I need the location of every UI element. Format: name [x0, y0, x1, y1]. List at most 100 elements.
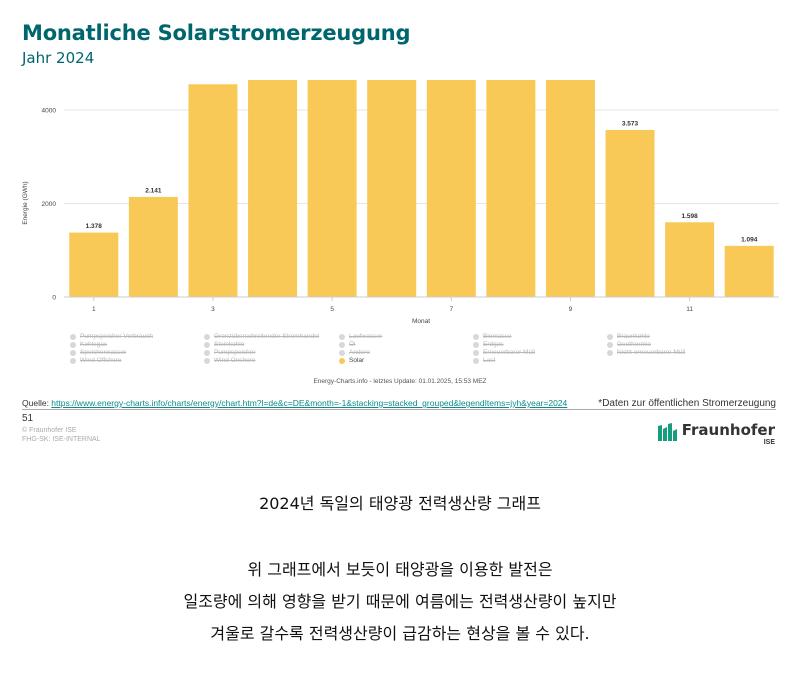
bar-series-solar — [69, 80, 774, 298]
legend-marker-icon — [204, 357, 210, 364]
presentation-slide: Monatliche Solarstromerzeugung Jahr 2024… — [22, 21, 779, 446]
data-labels: 1.3782.1414.5506.1558.0298.2748.6688.367… — [86, 80, 758, 243]
legend-item[interactable]: Kohlegas — [70, 341, 107, 348]
legend-item[interactable]: Andere — [339, 349, 370, 356]
legend-marker-icon — [607, 341, 613, 348]
legend-label: Erneuerbarer Müll — [483, 349, 536, 356]
x-tick-label: 7 — [449, 306, 453, 313]
legend-marker-icon — [70, 341, 76, 348]
footer-divider — [22, 409, 776, 410]
legend-label: Kohlegas — [80, 341, 108, 348]
legend-marker-icon — [339, 349, 345, 356]
bar — [128, 196, 178, 297]
legend-label: Laufwasser — [349, 333, 383, 340]
legend-label: Steinkohle — [214, 341, 245, 348]
data-label: 2.141 — [145, 187, 162, 194]
y-tick-label: 4000 — [42, 108, 57, 115]
legend-label: Grenzüberschreitender Stromhandel — [214, 333, 320, 340]
bar — [486, 80, 536, 297]
bar — [665, 222, 715, 297]
legend-item[interactable]: Pumpspeicher Verbrauch — [70, 333, 153, 340]
data-label: 1.378 — [86, 223, 103, 230]
chart-legend: Pumpspeicher Verbrauch Kohlegas Speicherwa… — [70, 333, 750, 365]
legend-marker-icon — [70, 357, 76, 364]
legend-item[interactable]: Solar — [339, 357, 364, 364]
legend-item[interactable]: Braunkohle — [607, 333, 650, 340]
legend-item[interactable]: Biomasse — [473, 333, 512, 340]
fraunhofer-logo-icon — [657, 423, 677, 441]
caption-line: 겨울로 갈수록 전력생산량이 급감하는 현상을 볼 수 있다. — [210, 624, 590, 643]
legend-label: Geothermie — [617, 341, 651, 348]
legend-label: Solar — [349, 357, 365, 364]
legend-marker-icon — [607, 349, 613, 356]
legend-label: Speicherwasser — [80, 349, 127, 356]
legend-marker-icon — [607, 333, 613, 340]
y-tick-label: 2000 — [42, 201, 57, 208]
legend-item[interactable]: Speicherwasser — [70, 349, 126, 356]
legend-label: Braunkohle — [617, 333, 650, 340]
y-axis-title: Energie (GWh) — [22, 181, 29, 224]
bar — [605, 129, 655, 297]
legend-item[interactable]: Steinkohle — [204, 341, 244, 348]
legend-marker-icon — [473, 341, 479, 348]
y-tick-label: 0 — [52, 295, 56, 302]
chart-attribution: Energy-Charts.info - letztes Update: 01.… — [313, 378, 487, 385]
legend-label: Wind Onshore — [214, 357, 256, 364]
data-label: 1.094 — [741, 236, 758, 243]
source-label: Quelle: — [22, 398, 52, 408]
legend-item[interactable]: Erdgas — [473, 341, 504, 348]
legend-item[interactable]: Wind Onshore — [204, 357, 256, 364]
y-axis: 02000400060008000 — [42, 108, 57, 302]
source-link[interactable]: https://www.energy-charts.info/charts/en… — [51, 398, 568, 408]
legend-marker-icon — [70, 349, 76, 356]
legend-label: Nicht-erneuerbarer Müll — [617, 349, 686, 356]
slide-subtitle: Jahr 2024 — [22, 49, 95, 67]
legend-marker-icon — [204, 349, 210, 356]
x-axis: 1 3 5 7 9 11 — [64, 296, 779, 313]
copyright-line: © Fraunhofer ISE — [22, 427, 77, 434]
legend-item[interactable]: Pumpspeicher — [204, 349, 256, 356]
legend-item[interactable]: Erneuerbarer Müll — [473, 349, 535, 356]
bar — [426, 80, 476, 297]
data-label: 3.573 — [622, 120, 639, 127]
caption-body: 위 그래프에서 보듯이 태양광을 이용한 발전은 일조량에 의해 영향을 받기 … — [0, 554, 800, 650]
legend-label: Wind Offshore — [80, 357, 122, 364]
classification-line: FHG-SK: ISE-INTERNAL — [22, 436, 101, 443]
legend-item[interactable]: Last — [473, 357, 495, 364]
legend-marker-icon — [473, 349, 479, 356]
x-tick-label: 11 — [686, 306, 693, 313]
legend-label: Last — [483, 357, 496, 364]
bar — [724, 245, 774, 297]
legend-item[interactable]: Grenzüberschreitender Stromhandel — [204, 333, 319, 340]
caption-line: 일조량에 의해 영향을 받기 때문에 여름에는 전력생산량이 높지만 — [183, 592, 617, 611]
bar — [188, 84, 238, 297]
x-tick-label: 9 — [569, 306, 573, 313]
legend-marker-icon — [339, 357, 345, 364]
bar-chart: 02000400060008000 Energie (GWh) 1.3782.1… — [22, 80, 779, 325]
legend-label: Andere — [349, 349, 370, 356]
legend-item[interactable]: Nicht-erneuerbarer Müll — [607, 349, 685, 356]
bar — [69, 232, 119, 297]
caption-line: 위 그래프에서 보듯이 태양광을 이용한 발전은 — [247, 560, 553, 579]
slide-title: Monatliche Solarstromerzeugung — [22, 21, 411, 45]
legend-label: Biomasse — [483, 333, 512, 340]
x-tick-label: 1 — [92, 306, 96, 313]
bar — [307, 80, 357, 297]
fraunhofer-logo: Fraunhofer ISE — [657, 421, 775, 446]
legend-marker-icon — [70, 333, 76, 340]
legend-label: Pumpspeicher — [214, 349, 256, 356]
legend-marker-icon — [473, 357, 479, 364]
legend-marker-icon — [473, 333, 479, 340]
legend-item[interactable]: Geothermie — [607, 341, 651, 348]
legend-item[interactable]: Öl — [339, 341, 356, 348]
legend-item[interactable]: Laufwasser — [339, 333, 382, 340]
legend-label: Pumpspeicher Verbrauch — [80, 333, 153, 340]
data-label: 4.550 — [205, 80, 222, 82]
legend-item[interactable]: Wind Offshore — [70, 357, 121, 364]
data-label: 1.598 — [681, 213, 698, 220]
caption-title: 2024년 독일의 태양광 전력생산량 그래프 — [259, 494, 541, 513]
korean-caption: 2024년 독일의 태양광 전력생산량 그래프 위 그래프에서 보듯이 태양광을… — [0, 490, 800, 650]
legend-marker-icon — [204, 341, 210, 348]
bar — [367, 80, 417, 298]
copyright-notice: © Fraunhofer ISE FHG-SK: ISE-INTERNAL — [22, 426, 101, 444]
